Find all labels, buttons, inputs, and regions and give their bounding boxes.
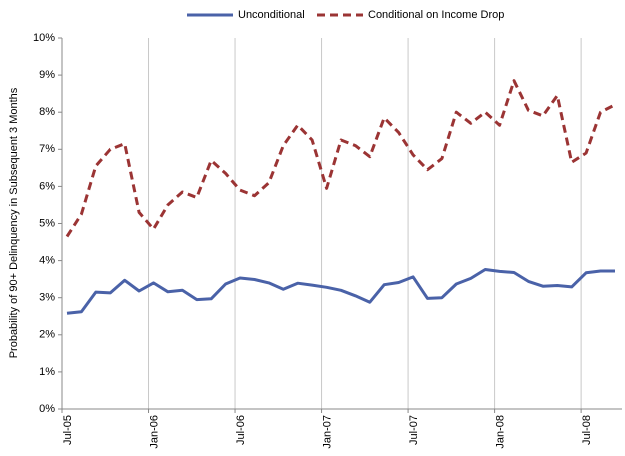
y-tick-label: 7%: [39, 143, 55, 155]
legend-label: Unconditional: [238, 9, 305, 21]
y-tick-label: 9%: [39, 69, 55, 81]
y-tick-label: 4%: [39, 255, 55, 267]
y-axis-label: Probability of 90+ Delinquency in Subseq…: [8, 87, 20, 358]
x-tick-label: Jul-05: [62, 415, 74, 445]
x-tick-label: Jul-08: [581, 415, 593, 445]
y-tick-label: 1%: [39, 366, 55, 378]
x-tick-label: Jan-07: [321, 415, 333, 449]
x-tick-label: Jan-06: [148, 415, 160, 449]
y-tick-label: 8%: [39, 106, 55, 118]
x-tick-label: Jan-08: [495, 415, 507, 449]
x-tick-label: Jul-07: [408, 415, 420, 445]
y-tick-label: 10%: [33, 32, 55, 44]
series-line: [65, 79, 616, 238]
series-line: [66, 268, 615, 315]
x-tick-label: Jul-06: [235, 415, 247, 445]
y-tick-label: 2%: [39, 329, 55, 341]
y-tick-label: 3%: [39, 292, 55, 304]
y-tick-label: 0%: [39, 403, 55, 415]
y-tick-label: 5%: [39, 217, 55, 229]
legend-label: Conditional on Income Drop: [368, 9, 504, 21]
y-tick-label: 6%: [39, 180, 55, 192]
